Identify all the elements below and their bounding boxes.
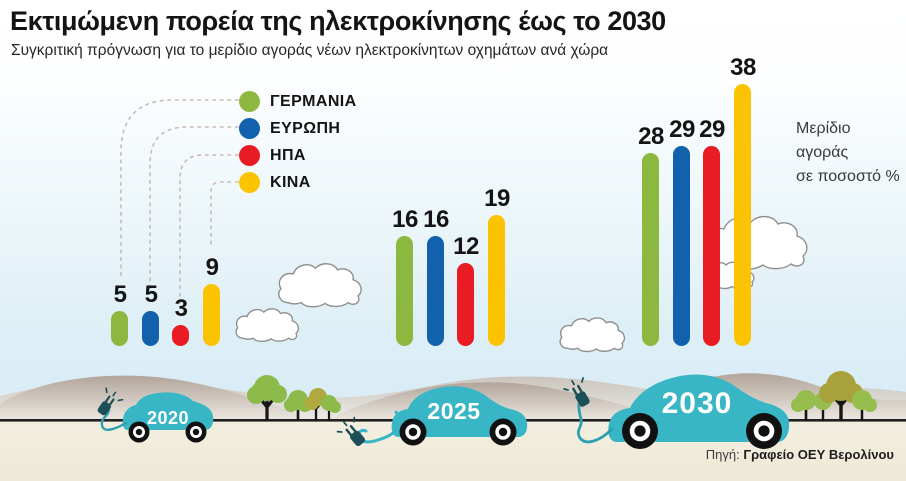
bar-2020-ΕΥΡΩΠΗ	[142, 311, 159, 346]
bar-2020-ΚΙΝΑ	[203, 284, 220, 346]
legend-label: ΓΕΡΜΑΝΙΑ	[270, 92, 357, 110]
bar-value-label: 9	[205, 254, 219, 281]
bar-value-label: 28	[638, 123, 664, 150]
page-subtitle: Συγκριτική πρόγνωση για το μερίδιο αγορά…	[11, 42, 609, 59]
legend-dot	[239, 91, 260, 112]
unit-note-line: αγοράς	[796, 144, 849, 161]
bar-2030-ΕΥΡΩΠΗ	[673, 146, 690, 346]
legend-dot	[239, 145, 260, 166]
bar-2025-ΗΠΑ	[457, 263, 474, 346]
bar-2020-ΗΠΑ	[172, 325, 189, 346]
bar-value-label: 16	[392, 206, 418, 233]
connector-germany	[120, 99, 239, 281]
connector-usa	[179, 154, 239, 305]
unit-note-line: σε ποσοστό %	[796, 168, 900, 185]
car-2020: 2020	[122, 392, 214, 443]
cloud	[705, 215, 808, 270]
bar-2030-ΚΙΝΑ	[734, 84, 751, 346]
trees-right	[791, 371, 877, 421]
car-year-label: 2025	[427, 398, 480, 424]
bar-2025-ΚΙΝΑ	[488, 215, 505, 346]
wheel	[489, 418, 517, 446]
bar-value-label: 16	[423, 206, 449, 233]
legend-dot	[239, 118, 260, 139]
cloud	[278, 263, 362, 308]
bar-value-label: 29	[699, 116, 725, 143]
bar-value-label: 19	[484, 185, 510, 212]
bar-2025-ΓΕΡΜΑΝΙΑ	[396, 236, 413, 346]
car-year-label: 2030	[662, 387, 733, 420]
clouds	[235, 215, 808, 353]
bar-value-label: 3	[174, 295, 188, 322]
trees-left	[247, 375, 341, 421]
bar-value-label: 5	[113, 281, 127, 308]
bar-value-label: 12	[453, 233, 479, 260]
legend-item: ΗΠΑ	[239, 145, 357, 166]
legend-item: ΓΕΡΜΑΝΙΑ	[239, 91, 357, 112]
cloud	[235, 308, 300, 343]
bar-value-label: 5	[144, 281, 158, 308]
page-title: Εκτιμώμενη πορεία της ηλεκτροκίνησης έως…	[10, 6, 666, 36]
connector-china	[210, 181, 239, 245]
wheel	[399, 418, 427, 446]
legend-label: ΚΙΝΑ	[270, 173, 311, 191]
bar-2030-ΓΕΡΜΑΝΙΑ	[642, 153, 659, 346]
legend-item: ΚΙΝΑ	[239, 172, 357, 193]
wheel	[622, 413, 658, 449]
cloud	[559, 317, 626, 353]
legend-item: ΕΥΡΩΠΗ	[239, 118, 357, 139]
unit-note: Μερίδιο αγοράς σε ποσοστό %	[796, 117, 900, 189]
bar-2030-ΗΠΑ	[703, 146, 720, 346]
wheel	[128, 421, 150, 443]
car-2030: 2030	[608, 374, 790, 449]
source-note: Πηγή: Γραφείο ΟΕΥ Βερολίνου	[706, 447, 894, 462]
legend-label: ΕΥΡΩΠΗ	[270, 119, 341, 137]
charging-plug-icon	[97, 387, 128, 431]
legend: ΓΕΡΜΑΝΙΑ ΕΥΡΩΠΗ ΗΠΑ ΚΙΝΑ	[239, 91, 357, 193]
car-2025: 2025	[391, 386, 528, 446]
legend-dot	[239, 172, 260, 193]
charging-plug-icon	[336, 410, 402, 447]
source-name: Γραφείο ΟΕΥ Βερολίνου	[743, 447, 894, 462]
bar-value-label: 29	[669, 116, 695, 143]
car-year-label: 2020	[147, 408, 189, 428]
wheel	[185, 421, 207, 443]
unit-note-line: Μερίδιο	[796, 120, 851, 137]
legend-connector-lines	[120, 99, 239, 305]
connector-europe	[149, 126, 239, 295]
source-prefix: Πηγή:	[705, 447, 740, 462]
wheel	[746, 413, 782, 449]
bar-2025-ΕΥΡΩΠΗ	[427, 236, 444, 346]
bar-2020-ΓΕΡΜΑΝΙΑ	[111, 311, 128, 346]
charging-plug-icon	[563, 377, 614, 444]
bar-value-label: 38	[730, 54, 756, 81]
legend-label: ΗΠΑ	[270, 146, 306, 164]
